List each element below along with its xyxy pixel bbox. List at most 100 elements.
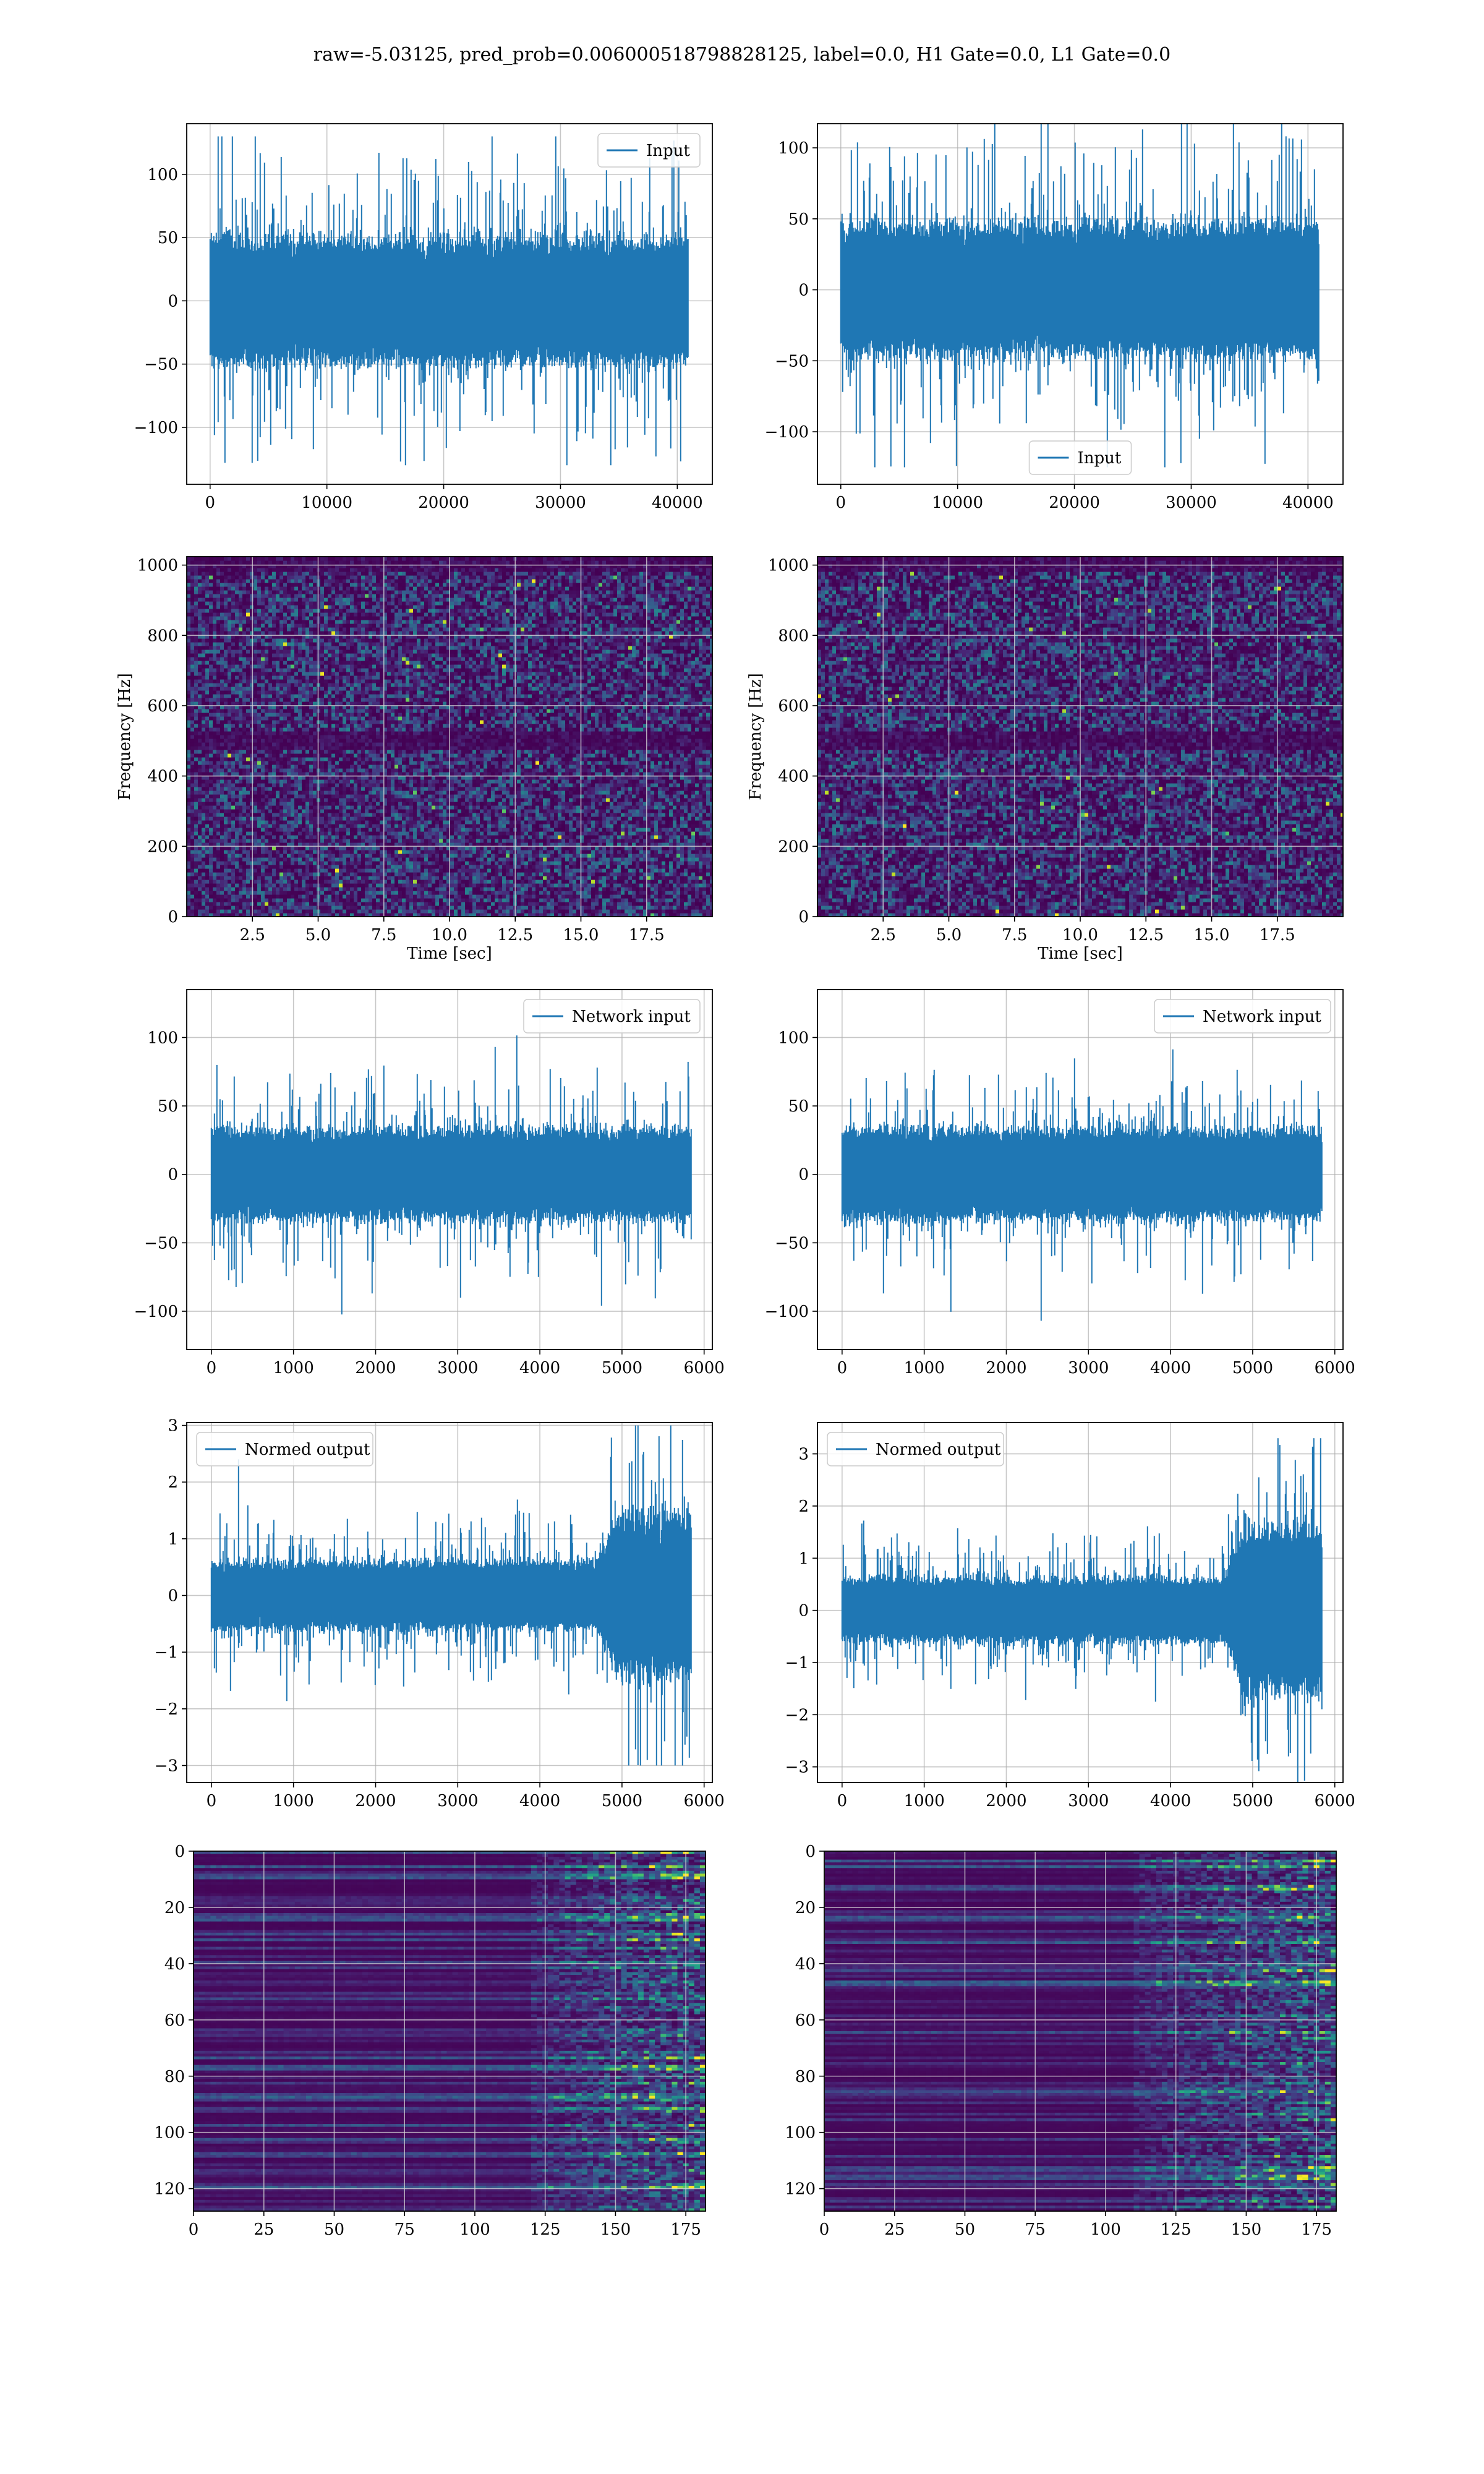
x-tick-label: 7.5: [1002, 926, 1027, 944]
y-tick-label: −1: [785, 1654, 809, 1672]
y-tick-label: 40: [795, 1955, 816, 1974]
x-tick-label: 5000: [1232, 1359, 1273, 1377]
x-tick-label: 5000: [1232, 1792, 1273, 1810]
subplot-h1-feature-map: 0 25 50 75 100 125 150 175 0 20 40 60 80 100 120: [154, 1843, 706, 2239]
y-tick-label: 1: [168, 1530, 178, 1549]
x-tick-label: 5000: [602, 1792, 642, 1810]
gridlines: [817, 557, 1343, 917]
legend-label: Input: [1078, 449, 1122, 468]
y-tick-label: 0: [168, 908, 178, 927]
subplot-h1-spectrogram: 2.5 5.0 7.5 10.0 12.5 15.0 17.5 0 200 400 600 800 10…: [116, 556, 713, 963]
y-tick-label: 100: [147, 1029, 178, 1047]
axes-frame: [186, 123, 713, 485]
heatmap-cells: [187, 557, 712, 917]
y-tick-label: −3: [155, 1757, 178, 1776]
axes-frame: [193, 1851, 706, 2212]
y-tick-label: −50: [144, 1234, 178, 1252]
legend-label: Normed output: [245, 1440, 370, 1459]
subplot-h1-input: Input 0 10000 20000 30000 40000 −100 −50 0 50 100: [134, 123, 713, 512]
x-tick-label: 2.5: [240, 926, 265, 944]
y-tick-label: 120: [154, 2180, 185, 2199]
legend-box: [1154, 999, 1331, 1034]
axes-frame: [824, 1851, 1337, 2212]
x-tick-label: 15.0: [563, 926, 599, 944]
y-tick-label: −100: [134, 419, 178, 437]
subplot-l1-normed-output: Normed output 0 1000 2000 3000 4000 5000 6000 −3…: [785, 1422, 1355, 1810]
legend-box: [196, 1432, 373, 1466]
x-tick-label: 100: [1090, 2220, 1121, 2239]
x-tick-label: 40000: [652, 494, 703, 512]
x-tick-label: 175: [670, 2220, 701, 2239]
axes-frame: [186, 989, 713, 1350]
heatmap-cells: [817, 557, 1343, 917]
legend: Normed output: [827, 1432, 1004, 1466]
y-tick-label: 200: [147, 837, 178, 856]
y-tick-label: 0: [798, 281, 809, 300]
y-tick-label: 100: [778, 1029, 809, 1047]
x-tick-label: 2000: [355, 1359, 396, 1377]
y-tick-label: 50: [158, 1097, 178, 1116]
x-tick-label: 3000: [1068, 1359, 1109, 1377]
subplot-h1-normed-output: Normed output 0 1000 2000 3000 4000 5000 6000 −3…: [155, 1417, 725, 1810]
y-tick-label: 0: [168, 1166, 178, 1184]
y-tick-label: 2: [168, 1473, 178, 1492]
legend-box: [827, 1432, 1004, 1466]
x-tick-label: 0: [205, 494, 216, 512]
y-tick-label: 40: [164, 1955, 185, 1974]
gridlines: [187, 557, 712, 917]
x-tick-label: 12.5: [1128, 926, 1164, 944]
y-tick-label: 2: [798, 1497, 809, 1516]
x-tick-label: 1000: [273, 1792, 314, 1810]
axes-frame: [817, 989, 1344, 1350]
subplot-l1-input: Input 0 10000 20000 30000 40000 −100 −50 0 50 100: [765, 123, 1344, 512]
x-tick-label: 6000: [1315, 1792, 1355, 1810]
legend-label: Network input: [1203, 1008, 1321, 1026]
y-tick-label: −50: [775, 1234, 809, 1252]
y-tick-label: 50: [788, 210, 809, 229]
x-tick-label: 10000: [301, 494, 352, 512]
x-tick-label: 0: [837, 1792, 848, 1810]
y-tick-label: 400: [147, 768, 178, 786]
x-tick-label: 0: [837, 1359, 848, 1377]
y-tick-label: 60: [164, 2011, 185, 2030]
y-tick-label: 100: [785, 2124, 816, 2142]
x-tick-label: 10.0: [1062, 926, 1098, 944]
y-tick-label: −2: [785, 1706, 809, 1724]
y-tick-label: 100: [154, 2124, 185, 2142]
x-tick-label: 20000: [1049, 494, 1100, 512]
x-tick-label: 3000: [437, 1792, 478, 1810]
x-tick-label: 17.5: [1260, 926, 1295, 944]
y-tick-label: −50: [144, 356, 178, 374]
y-tick-label: 0: [798, 1602, 809, 1620]
x-tick-label: 40000: [1282, 494, 1334, 512]
series-line-normed-output: [841, 1438, 1323, 1783]
y-tick-label: −100: [765, 423, 809, 442]
y-tick-label: 1: [798, 1549, 809, 1568]
x-tick-label: 0: [836, 494, 846, 512]
x-tick-label: 0: [207, 1359, 217, 1377]
legend: Network input: [523, 999, 701, 1034]
x-tick-label: 6000: [1315, 1359, 1355, 1377]
y-tick-label: 800: [778, 627, 809, 645]
y-tick-label: 3: [168, 1417, 178, 1436]
y-axis-label: Frequency [Hz]: [116, 673, 134, 800]
series-line-network-input: [210, 1035, 692, 1315]
x-tick-label: 2000: [986, 1792, 1026, 1810]
x-tick-label: 0: [189, 2220, 199, 2239]
y-tick-label: −3: [785, 1758, 809, 1777]
legend-label: Input: [646, 142, 690, 160]
legend: Normed output: [196, 1432, 373, 1466]
x-tick-label: 1000: [904, 1792, 945, 1810]
x-tick-label: 15.0: [1194, 926, 1230, 944]
x-tick-label: 5000: [602, 1359, 642, 1377]
y-tick-label: 1000: [137, 557, 178, 575]
x-tick-label: 4000: [519, 1792, 560, 1810]
y-tick-label: 60: [795, 2011, 816, 2030]
legend: Input: [597, 133, 701, 168]
y-tick-label: 200: [778, 837, 809, 856]
legend-label: Network input: [572, 1008, 691, 1026]
x-axis-label: Time [sec]: [407, 944, 492, 963]
y-tick-label: 100: [778, 139, 809, 158]
x-tick-label: 25: [884, 2220, 905, 2239]
x-tick-label: 50: [324, 2220, 344, 2239]
